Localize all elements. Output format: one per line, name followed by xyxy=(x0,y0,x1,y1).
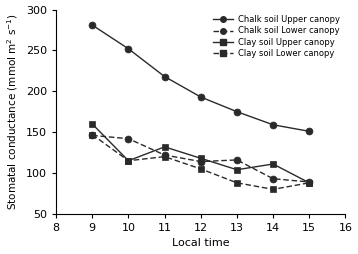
Legend: Chalk soil Upper canopy, Chalk soil Lower canopy, Clay soil Upper canopy, Clay s: Chalk soil Upper canopy, Chalk soil Lowe… xyxy=(209,12,343,61)
X-axis label: Local time: Local time xyxy=(172,239,229,248)
Y-axis label: Stomatal conductance (mmol m$^{2}$ s$^{-1}$): Stomatal conductance (mmol m$^{2}$ s$^{-… xyxy=(6,13,20,210)
